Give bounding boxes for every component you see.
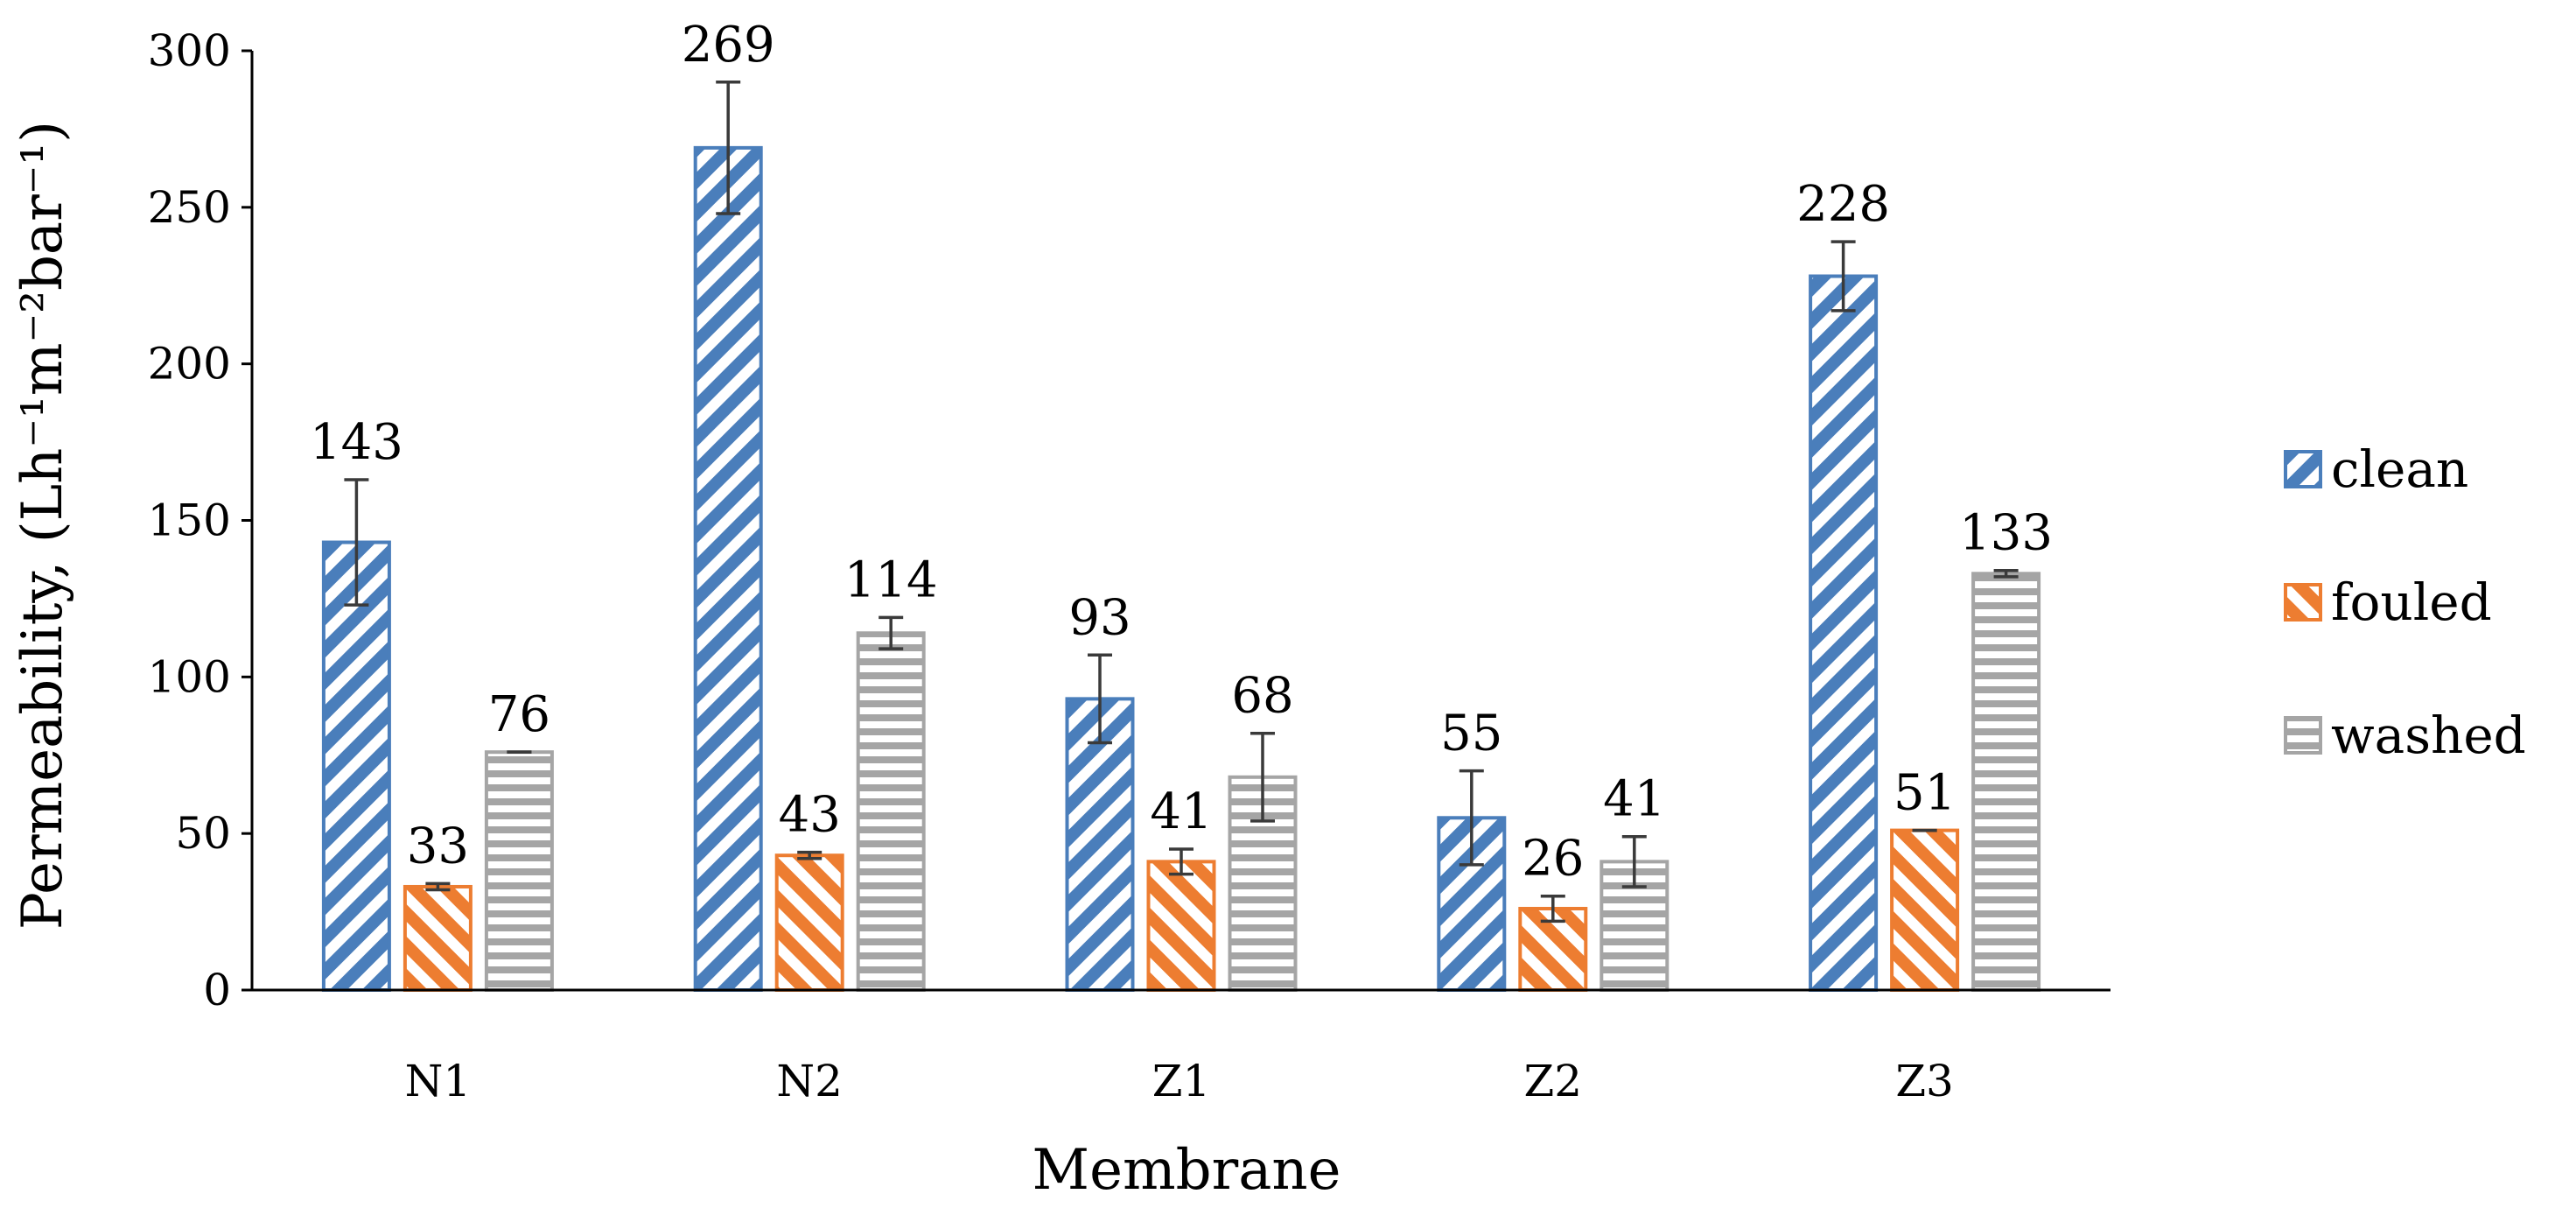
error-bar-washed-Z2: [1621, 834, 1647, 888]
x-tick-label: Z1: [1152, 1056, 1211, 1106]
y-axis-title: Permeability, (Lh⁻¹m⁻²bar⁻¹): [10, 121, 75, 930]
x-axis-title: Membrane: [1032, 1138, 1341, 1203]
y-tick-label: 0: [203, 965, 231, 1015]
data-label-fouled-Z1: 41: [1150, 783, 1212, 840]
bar-fouled-N1: [402, 884, 472, 992]
legend-item-fouled: fouled: [2284, 572, 2492, 632]
x-axis-ticks: N1 N2 Z1 Z2 Z3: [405, 1056, 1954, 1106]
error-bar-fouled-N1: [425, 881, 451, 892]
y-axis-ticks: 0 50 100 150 200 250 300: [148, 25, 252, 1015]
data-label-washed-Z2: 41: [1603, 771, 1665, 828]
error-bar-washed-Z1: [1250, 731, 1275, 823]
error-bar-fouled-Z1: [1169, 847, 1194, 876]
legend-label-washed: washed: [2331, 706, 2526, 765]
data-label-clean-Z3: 228: [1796, 176, 1890, 233]
y-tick-label: 100: [148, 651, 231, 702]
error-bar-fouled-N2: [797, 850, 822, 860]
data-label-fouled-N2: 43: [779, 787, 841, 844]
error-bar-clean-N2: [716, 81, 741, 215]
data-label-washed-Z1: 68: [1231, 668, 1293, 725]
data-label-washed-Z3: 133: [1959, 505, 2053, 562]
data-label-washed-N1: 76: [488, 686, 550, 743]
data-labels: 143 33 76 269 43 114 93 41 68 55 26 41 228 51 133: [310, 17, 2053, 888]
x-tick-label: Z2: [1524, 1056, 1583, 1106]
x-tick-label: Z3: [1895, 1056, 1954, 1106]
error-bar-clean-Z3: [1830, 240, 1856, 313]
bar-washed-N2: [856, 631, 926, 992]
error-bar-clean-N1: [344, 478, 369, 607]
y-tick-label: 250: [148, 182, 231, 233]
bar-fouled-Z3: [1890, 828, 1960, 993]
legend-swatch-washed: [2284, 716, 2322, 755]
bar-fouled-N2: [774, 853, 844, 992]
error-bars: [344, 81, 2019, 924]
error-bar-clean-Z1: [1088, 653, 1112, 745]
legend-item-clean: clean: [2284, 439, 2468, 499]
x-tick-label: N2: [776, 1056, 843, 1106]
y-tick-label: 50: [175, 808, 231, 859]
data-label-washed-N2: 114: [844, 551, 938, 608]
data-label-clean-N2: 269: [682, 17, 775, 74]
legend-label-fouled: fouled: [2331, 572, 2492, 632]
y-tick-label: 150: [148, 495, 231, 546]
legend-swatch-clean: [2284, 450, 2322, 488]
bar-fouled-Z1: [1146, 860, 1216, 993]
legend-swatch-fouled: [2284, 583, 2322, 622]
data-label-fouled-Z3: 51: [1894, 765, 1956, 822]
error-bar-washed-N2: [878, 615, 904, 650]
data-label-fouled-Z2: 26: [1522, 831, 1584, 888]
data-label-clean-Z1: 93: [1068, 589, 1130, 646]
y-tick-label: 200: [148, 339, 231, 390]
bar-clean-Z3: [1809, 274, 1879, 992]
error-bar-clean-Z2: [1459, 769, 1484, 867]
x-tick-label: N1: [405, 1056, 472, 1106]
data-label-clean-N1: 143: [310, 414, 403, 471]
bar-clean-N2: [693, 145, 763, 993]
data-label-clean-Z2: 55: [1440, 706, 1502, 762]
bar-washed-Z3: [1971, 572, 2041, 992]
data-label-fouled-N1: 33: [407, 818, 469, 874]
bar-clean-N1: [321, 540, 391, 993]
legend: clean fouled washed: [2284, 439, 2526, 765]
legend-label-clean: clean: [2331, 439, 2468, 499]
bar-washed-N1: [484, 750, 554, 992]
error-bar-fouled-Z2: [1540, 894, 1565, 924]
error-bar-washed-Z3: [1993, 568, 2019, 579]
y-tick-label: 300: [148, 25, 231, 76]
legend-item-washed: washed: [2284, 706, 2526, 765]
